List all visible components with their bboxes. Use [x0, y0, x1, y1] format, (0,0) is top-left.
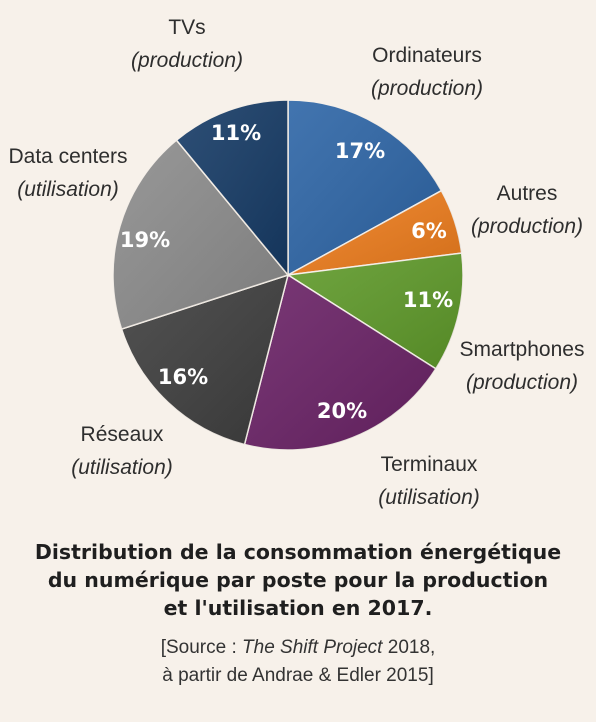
- chart-title-line-3: et l'utilisation en 2017.: [163, 596, 433, 620]
- chart-title-line-1: Distribution de la consommation énergéti…: [34, 540, 562, 564]
- category-sublabel-reseaux: (utilisation): [71, 456, 173, 479]
- pie-value-labels: 17% 6% 11% 20% 16% 19% 11%: [120, 121, 453, 423]
- category-sublabel-terminaux: (utilisation): [378, 486, 480, 509]
- chart-title-line-2: du numérique par poste pour la productio…: [47, 568, 549, 592]
- pie-value-label-data-centers: 19%: [120, 228, 170, 252]
- pie-slice-shading-ordinateurs: [288, 100, 442, 275]
- category-label-terminaux: Terminaux: [381, 453, 478, 476]
- pie-value-label-tvs: 11%: [211, 121, 261, 145]
- chart-source: [Source : The Shift Project 2018, à part…: [0, 634, 596, 690]
- category-sublabel-ordinateurs: (production): [371, 77, 483, 100]
- source-prefix: [Source :: [160, 637, 243, 658]
- category-sublabel-autres: (production): [471, 215, 583, 238]
- source-line-2: à partir de Andrae & Edler 2015]: [162, 665, 434, 686]
- category-label-data-centers: Data centers: [8, 145, 127, 168]
- pie-slice-shading-terminaux: [244, 275, 436, 450]
- category-sublabel-data-centers: (utilisation): [17, 178, 119, 201]
- category-label-autres: Autres: [497, 182, 558, 205]
- category-label-reseaux: Réseaux: [81, 423, 164, 446]
- pie-value-label-smartphones: 11%: [403, 288, 453, 312]
- source-year: 2018,: [382, 637, 436, 658]
- category-sublabel-tvs: (production): [131, 49, 243, 72]
- source-line-1: [Source : The Shift Project 2018,: [0, 634, 596, 662]
- pie-slices: [112, 99, 464, 451]
- pie-slice-shading-reseaux: [121, 275, 288, 445]
- pie-value-label-ordinateurs: 17%: [335, 139, 385, 163]
- pie-value-label-reseaux: 16%: [158, 365, 208, 389]
- category-sublabel-smartphones: (production): [466, 371, 578, 394]
- source-work: The Shift Project: [242, 637, 383, 658]
- category-label-ordinateurs: Ordinateurs: [372, 44, 482, 67]
- pie-slice-shading-autres: [288, 190, 462, 275]
- category-label-smartphones: Smartphones: [460, 338, 585, 361]
- pie-category-labels: Ordinateurs (production) Autres (production…: [8, 16, 584, 509]
- pie-slice-shading-smartphones: [288, 253, 464, 369]
- category-label-tvs: TVs: [168, 16, 205, 39]
- chart-title: Distribution de la consommation énergéti…: [0, 538, 596, 622]
- pie-value-label-terminaux: 20%: [317, 399, 367, 423]
- pie-slice-shading-data-centers: [113, 140, 289, 330]
- pie-value-label-autres: 6%: [411, 219, 447, 243]
- pie-chart-svg: 17% 6% 11% 20% 16% 19% 11% Ordinateurs (product…: [8, 16, 584, 509]
- pie-slice-shading-tvs: [176, 100, 288, 275]
